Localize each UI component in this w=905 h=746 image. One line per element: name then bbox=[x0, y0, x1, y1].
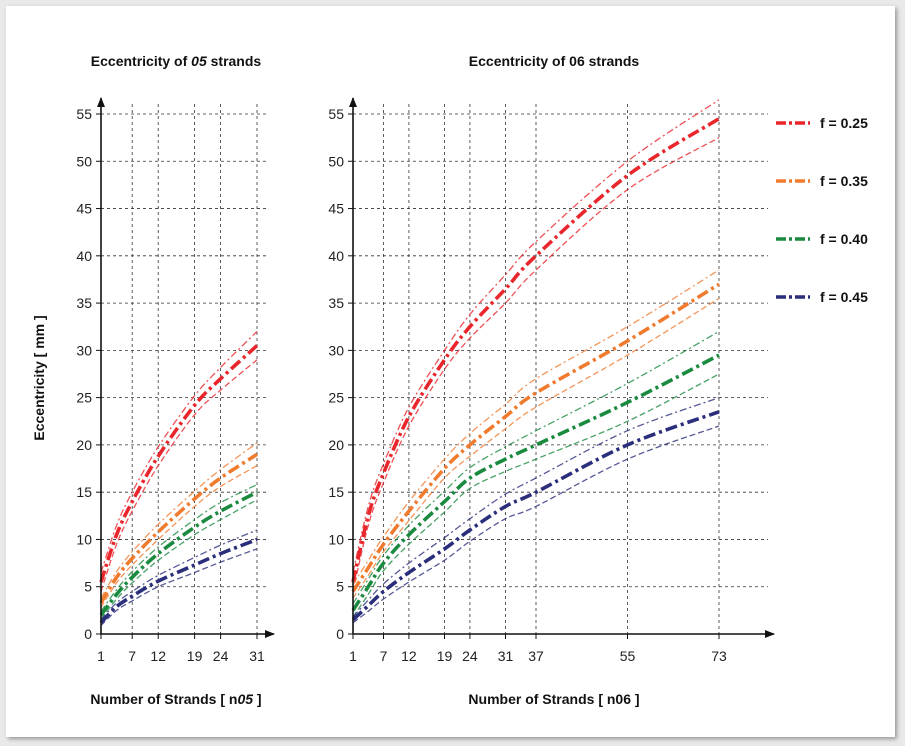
x-tick-label: 1 bbox=[97, 648, 105, 664]
series-upper-bound bbox=[352, 330, 720, 605]
x-tick-label: 1 bbox=[349, 648, 357, 664]
x-tick-label: 73 bbox=[711, 648, 727, 664]
series-upper-bound bbox=[352, 99, 720, 573]
series-upper-bound bbox=[100, 331, 258, 573]
series-upper-bound bbox=[352, 269, 720, 586]
y-tick-label: 5 bbox=[336, 579, 344, 595]
y-tick-label: 55 bbox=[328, 106, 344, 122]
series-upper-bound bbox=[100, 484, 258, 612]
legend-label: f = 0.40 bbox=[820, 231, 868, 247]
series-lower-bound bbox=[100, 499, 258, 620]
series-lower-bound bbox=[100, 548, 258, 626]
series-line bbox=[351, 410, 720, 622]
legend: f = 0.25 f = 0.35 f = 0.40 f = 0.45 bbox=[776, 115, 868, 305]
series-lower-bound bbox=[100, 359, 258, 592]
series-upper-bound bbox=[100, 442, 258, 599]
y-tick-label: 30 bbox=[328, 342, 344, 358]
x-tick-label: 24 bbox=[213, 648, 229, 664]
series-upper-bound bbox=[352, 396, 720, 618]
y-tick-label: 50 bbox=[328, 153, 344, 169]
x-tick-label: 7 bbox=[128, 648, 136, 664]
x-tick-label: 31 bbox=[498, 648, 514, 664]
y-tick-label: 40 bbox=[328, 248, 344, 264]
series-lower-bound bbox=[352, 137, 720, 592]
series-lower-bound bbox=[100, 465, 258, 608]
x-tick-label: 12 bbox=[150, 648, 166, 664]
y-tick-label: 0 bbox=[84, 626, 92, 642]
series-line bbox=[99, 537, 258, 624]
chart-06-xlabel: Number of Strands [ n06 ] bbox=[468, 691, 639, 707]
x-tick-label: 55 bbox=[620, 648, 636, 664]
chart-05-plot: 0 5 10 15 20 25 30 35 40 45 50 55 1 7 12 19 24 31 bbox=[76, 97, 275, 664]
series-upper-bound bbox=[100, 529, 258, 621]
x-tick-label: 12 bbox=[401, 648, 417, 664]
y-tick-label: 0 bbox=[336, 626, 344, 642]
y-tick-label: 10 bbox=[328, 531, 344, 547]
chart-05-title: Eccentricity of 05 strands bbox=[91, 53, 262, 69]
series-line bbox=[99, 344, 259, 583]
series-line bbox=[99, 490, 258, 617]
x-tick-label: 7 bbox=[380, 648, 388, 664]
x-tick-label: 37 bbox=[528, 648, 544, 664]
chart-05-xlabel: Number of Strands [ n05 ] bbox=[90, 691, 261, 707]
y-axis-label: Eccentricity [ mm ] bbox=[31, 315, 47, 440]
x-tick-label: 31 bbox=[249, 648, 265, 664]
legend-label: f = 0.45 bbox=[820, 289, 868, 305]
legend-label: f = 0.25 bbox=[820, 115, 868, 131]
x-tick-label: 19 bbox=[437, 648, 453, 664]
y-tick-label: 50 bbox=[76, 153, 92, 169]
y-tick-label: 20 bbox=[76, 437, 92, 453]
y-tick-label: 25 bbox=[328, 390, 344, 406]
y-tick-label: 15 bbox=[76, 484, 92, 500]
series-line bbox=[351, 117, 720, 583]
y-tick-label: 35 bbox=[76, 295, 92, 311]
y-tick-label: 40 bbox=[76, 248, 92, 264]
chart-06-plot: 0 5 10 15 20 25 30 35 40 45 50 55 1 7 12 19 24 31 37 55 73 bbox=[328, 97, 775, 664]
y-tick-label: 20 bbox=[328, 437, 344, 453]
series-lower-bound bbox=[352, 425, 720, 624]
legend-label: f = 0.35 bbox=[820, 173, 868, 189]
x-tick-label: 19 bbox=[187, 648, 203, 664]
y-tick-label: 25 bbox=[76, 390, 92, 406]
series-lower-bound bbox=[352, 297, 720, 599]
series-line bbox=[351, 353, 720, 612]
y-tick-label: 15 bbox=[328, 484, 344, 500]
y-tick-label: 55 bbox=[76, 106, 92, 122]
y-tick-label: 30 bbox=[76, 342, 92, 358]
y-tick-label: 5 bbox=[84, 579, 92, 595]
eccentricity-figure: Eccentricity of 05 strands Number of Str… bbox=[31, 53, 868, 707]
figure-card: Eccentricity of 05 strands Number of Str… bbox=[6, 6, 895, 737]
y-tick-label: 35 bbox=[328, 295, 344, 311]
y-tick-label: 45 bbox=[76, 201, 92, 217]
y-tick-label: 45 bbox=[328, 201, 344, 217]
series-lower-bound bbox=[352, 373, 720, 618]
y-tick-label: 10 bbox=[76, 531, 92, 547]
series-line bbox=[99, 452, 258, 604]
x-tick-label: 24 bbox=[462, 648, 478, 664]
chart-06-title: Eccentricity of 06 strands bbox=[469, 53, 640, 69]
